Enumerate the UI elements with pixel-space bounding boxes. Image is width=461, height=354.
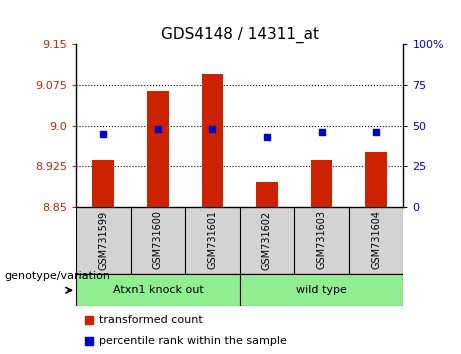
Text: transformed count: transformed count bbox=[99, 315, 203, 325]
Text: GSM731602: GSM731602 bbox=[262, 210, 272, 270]
Bar bbox=[311, 160, 332, 207]
Title: GDS4148 / 14311_at: GDS4148 / 14311_at bbox=[161, 27, 319, 43]
Bar bbox=[256, 182, 278, 207]
Bar bbox=[92, 160, 114, 207]
Text: percentile rank within the sample: percentile rank within the sample bbox=[99, 336, 287, 346]
Bar bbox=[201, 74, 224, 207]
Text: Atxn1 knock out: Atxn1 knock out bbox=[112, 285, 203, 295]
Bar bbox=[147, 91, 169, 207]
Text: GSM731604: GSM731604 bbox=[371, 210, 381, 269]
Text: GSM731599: GSM731599 bbox=[98, 210, 108, 270]
Text: GSM731600: GSM731600 bbox=[153, 210, 163, 269]
Bar bbox=[365, 152, 387, 207]
Bar bbox=[76, 274, 240, 306]
Text: GSM731603: GSM731603 bbox=[317, 210, 326, 269]
Text: genotype/variation: genotype/variation bbox=[5, 271, 111, 281]
Text: wild type: wild type bbox=[296, 285, 347, 295]
Text: GSM731601: GSM731601 bbox=[207, 210, 218, 269]
Bar bbox=[240, 274, 403, 306]
